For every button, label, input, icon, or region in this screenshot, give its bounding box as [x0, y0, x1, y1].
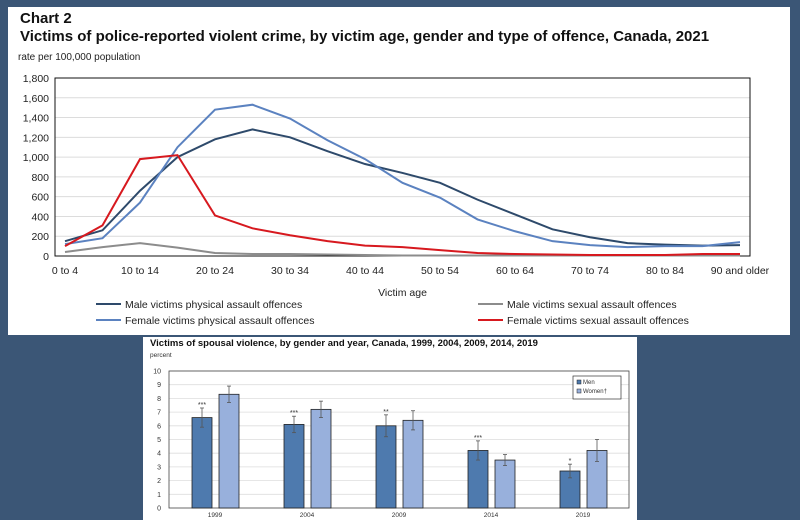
- bar: [402, 419, 424, 509]
- legend-swatch: [576, 379, 582, 385]
- x-tick-label: 30 to 34: [271, 265, 309, 277]
- y-tick-label: 5: [157, 437, 161, 444]
- x-tick-label: 50 to 54: [421, 265, 459, 277]
- bar: [283, 424, 305, 509]
- y-tick-label: 6: [157, 423, 161, 430]
- y-tick-label: 1,600: [23, 93, 49, 105]
- plot-frame: [54, 77, 751, 257]
- y-tick-label: 1,200: [23, 132, 49, 144]
- x-tick-label: 2009: [392, 512, 407, 519]
- series-line: [64, 103, 741, 249]
- x-tick-label: 1999: [208, 512, 223, 519]
- legend-label: Male victims physical assault offences: [125, 299, 302, 311]
- bar: [191, 417, 213, 509]
- legend-label: Women†: [583, 389, 607, 395]
- y-tick-label: 400: [31, 211, 49, 223]
- y-tick-label: 8: [157, 396, 161, 403]
- chart-label: Chart 2: [20, 10, 72, 27]
- y-tick-label: 0: [43, 251, 49, 263]
- bar-chart: 0 1 2 3 4 5 6 7 8 9 10 1999 *** 2004 *** 2009 ** 2014 *** 2…: [153, 369, 630, 519]
- bar: [310, 408, 332, 509]
- x-tick-label: 70 to 74: [571, 265, 609, 277]
- y-axis-label: rate per 100,000 population: [18, 52, 141, 63]
- y-tick-label: 1,000: [23, 152, 49, 164]
- significance-marker: ***: [198, 402, 206, 409]
- y-axis-label: percent: [150, 352, 172, 359]
- y-tick-label: 10: [153, 369, 161, 376]
- y-tick-label: 1,400: [23, 113, 49, 125]
- line-chart-panel: Chart 2 Victims of police-reported viole…: [8, 7, 790, 335]
- series-line: [64, 128, 741, 247]
- y-tick-label: 1,800: [23, 73, 49, 85]
- x-tick-label: 2019: [576, 512, 591, 519]
- y-tick-label: 0: [157, 506, 161, 513]
- plot-frame: [168, 370, 630, 509]
- bar-chart-panel: Victims of spousal violence, by gender a…: [143, 337, 637, 520]
- x-tick-label: 90 and older: [711, 265, 770, 277]
- y-tick-label: 9: [157, 382, 161, 389]
- significance-marker: ***: [290, 410, 298, 417]
- y-tick-label: 7: [157, 410, 161, 417]
- x-tick-label: 60 to 64: [496, 265, 534, 277]
- y-tick-label: 200: [31, 231, 49, 243]
- legend-box: [572, 375, 622, 400]
- legend-label: Male victims sexual assault offences: [507, 299, 677, 311]
- x-axis-title: Victim age: [378, 287, 427, 299]
- bar: [375, 425, 397, 509]
- bar: [218, 393, 240, 509]
- significance-marker: **: [383, 409, 389, 416]
- x-tick-label: 10 to 14: [121, 265, 159, 277]
- y-tick-label: 2: [157, 478, 161, 485]
- significance-marker: *: [569, 458, 572, 465]
- legend-swatch: [576, 388, 582, 394]
- x-tick-label: 80 to 84: [646, 265, 684, 277]
- x-tick-label: 40 to 44: [346, 265, 384, 277]
- chart-title: Victims of spousal violence, by gender a…: [150, 338, 538, 349]
- y-tick-label: 600: [31, 192, 49, 204]
- y-tick-label: 1: [157, 492, 161, 499]
- chart-title: Victims of police-reported violent crime…: [20, 28, 710, 45]
- y-tick-label: 3: [157, 464, 161, 471]
- x-tick-label: 2004: [300, 512, 315, 519]
- y-tick-label: 4: [157, 451, 161, 458]
- legend-label: Men: [583, 380, 595, 386]
- significance-marker: ***: [474, 435, 482, 442]
- x-tick-label: 20 to 24: [196, 265, 234, 277]
- x-tick-label: 2014: [484, 512, 499, 519]
- legend-label: Female victims sexual assault offences: [507, 315, 689, 327]
- bar: [494, 459, 516, 509]
- x-tick-label: 0 to 4: [52, 265, 78, 277]
- series-line: [64, 242, 740, 257]
- series-line: [64, 154, 740, 257]
- legend-label: Female victims physical assault offences: [125, 315, 314, 327]
- line-chart: 0 200 400 600 800 1,000 1,200 1,400 1,600 1,800 0 …: [23, 73, 770, 327]
- y-tick-label: 800: [31, 172, 49, 184]
